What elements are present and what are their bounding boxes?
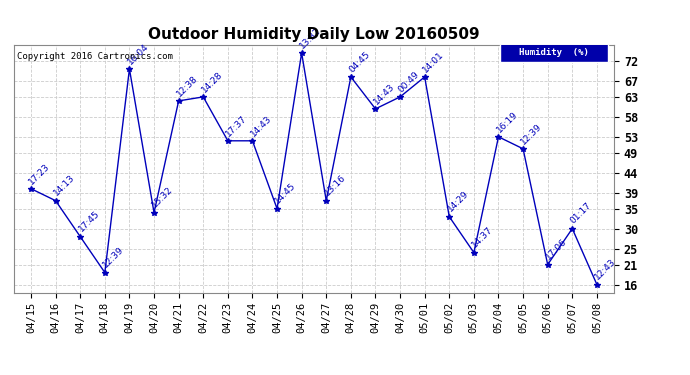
Text: 14:29: 14:29 (446, 189, 470, 214)
Text: 04:45: 04:45 (347, 50, 372, 74)
Text: 12:39: 12:39 (520, 122, 544, 146)
Text: 13:16: 13:16 (323, 173, 347, 198)
Text: 14:13: 14:13 (52, 173, 77, 198)
Text: 01:17: 01:17 (569, 201, 593, 226)
Text: 14:37: 14:37 (471, 225, 495, 250)
Text: 14:43: 14:43 (372, 82, 396, 106)
Text: 14:28: 14:28 (199, 70, 224, 94)
Text: 14:45: 14:45 (273, 182, 298, 206)
Text: 16:04: 16:04 (126, 42, 150, 66)
Text: 17:45: 17:45 (77, 209, 101, 234)
Text: 17:06: 17:06 (544, 237, 569, 262)
Text: 17:23: 17:23 (28, 161, 52, 186)
Text: 16:19: 16:19 (495, 110, 520, 134)
Text: 15:32: 15:32 (150, 185, 175, 210)
Text: 00:49: 00:49 (397, 69, 421, 94)
Text: 12:39: 12:39 (101, 245, 126, 270)
Text: Humidity  (%): Humidity (%) (519, 48, 589, 57)
Text: 14:43: 14:43 (249, 114, 273, 138)
Title: Outdoor Humidity Daily Low 20160509: Outdoor Humidity Daily Low 20160509 (148, 27, 480, 42)
Text: 17:37: 17:37 (224, 113, 249, 138)
FancyBboxPatch shape (500, 42, 608, 62)
Text: 12:38: 12:38 (175, 74, 199, 98)
Text: 13:32: 13:32 (298, 26, 323, 50)
Text: Copyright 2016 Cartronics.com: Copyright 2016 Cartronics.com (17, 53, 172, 62)
Text: 14:01: 14:01 (421, 50, 446, 74)
Text: 12:43: 12:43 (593, 257, 618, 282)
